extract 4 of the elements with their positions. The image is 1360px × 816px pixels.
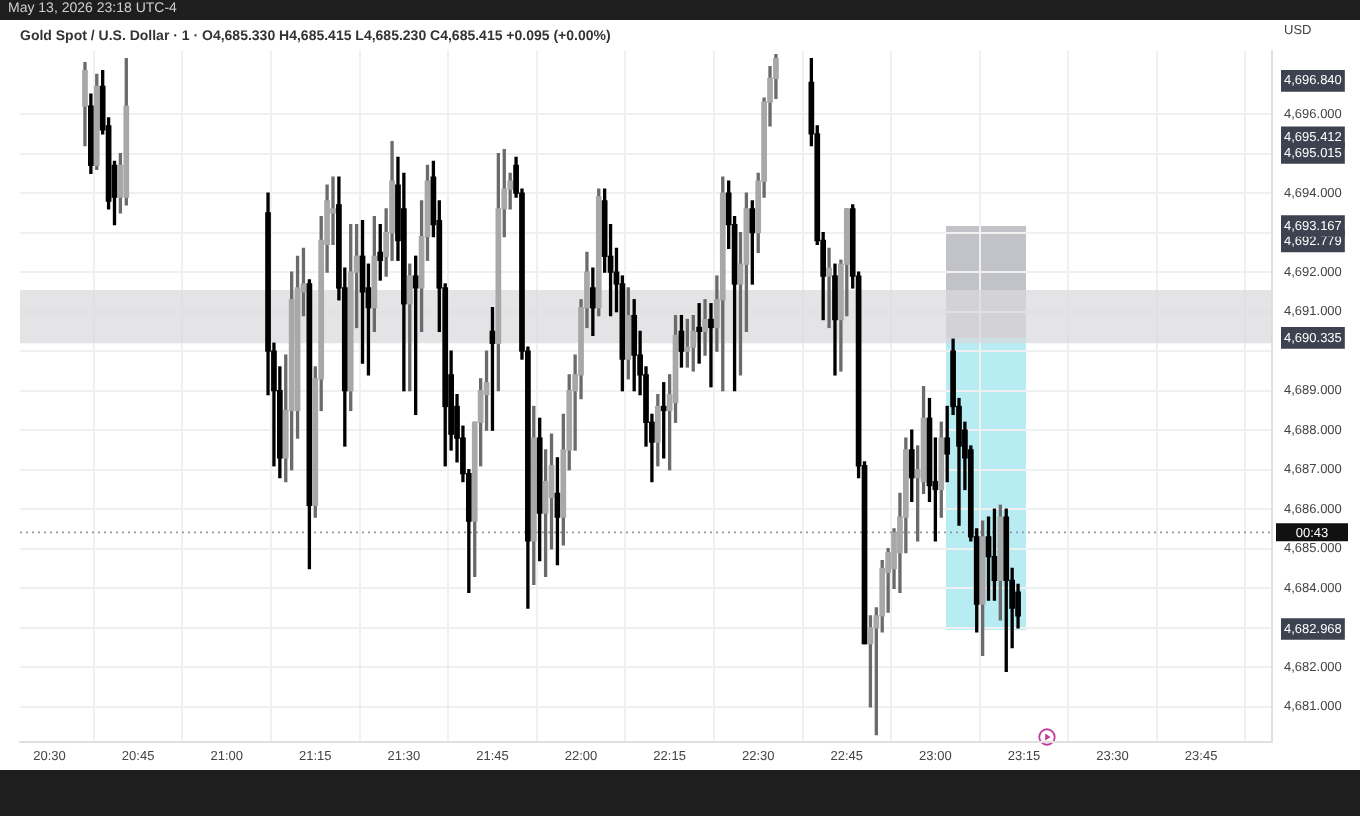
candlestick	[696, 303, 703, 364]
candlestick	[826, 247, 832, 329]
candlestick	[708, 303, 714, 388]
candlestick	[702, 299, 708, 356]
